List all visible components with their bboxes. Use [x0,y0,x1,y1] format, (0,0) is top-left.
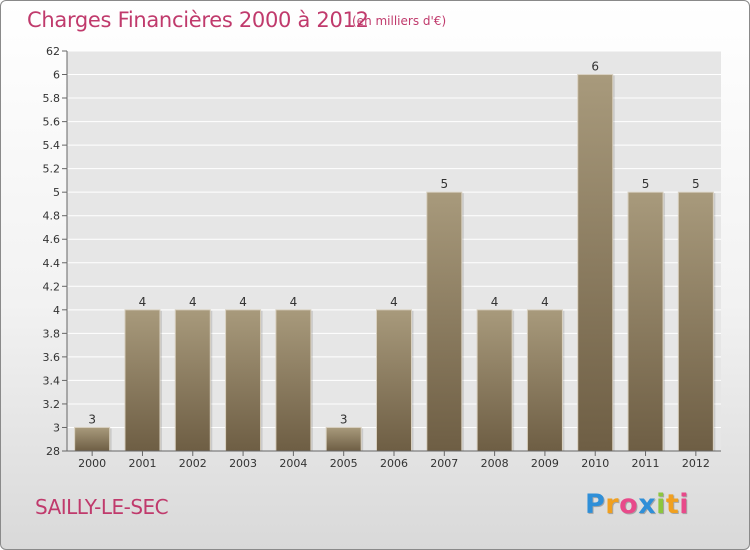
bar-value-label: 4 [139,295,147,309]
proxiti-logo: Proxiti [585,489,689,520]
y-tick-label: 5.2 [43,163,61,176]
bar-value-label: 4 [491,295,499,309]
y-tick-label: 5.6 [43,116,61,129]
logo-letter: o [619,489,639,520]
y-tick-label: 28 [46,445,60,458]
bar [526,309,563,452]
logo-letter: P [585,489,606,520]
bar [376,309,412,452]
x-tick-label: 2002 [179,457,207,470]
x-tick-label: 2007 [430,457,458,470]
bar-value-label: 3 [88,412,96,426]
x-tick-label: 2000 [78,457,106,470]
x-tick-label: 2009 [531,457,559,470]
y-tick-label: 4.2 [43,280,61,293]
bar-value-label: 4 [189,295,197,309]
x-tick-label: 2003 [229,457,257,470]
y-tick-label: 4.8 [43,210,61,223]
x-tick-label: 2005 [330,457,358,470]
x-tick-label: 2010 [581,457,609,470]
bar [426,191,463,452]
bar-value-label: 3 [340,412,348,426]
bar-value-label: 4 [290,295,298,309]
bar [325,426,362,452]
y-tick-label: 3.4 [43,374,61,387]
bar [476,309,513,452]
chart-title: Charges Financières 2000 à 2012 [27,8,369,32]
logo-letter: t [665,489,680,520]
bar-value-label: 5 [440,177,448,191]
bar-value-label: 5 [642,177,650,191]
bar [174,309,211,452]
bar [74,426,111,452]
x-tick-label: 2008 [481,457,509,470]
y-tick-label: 4.6 [43,233,61,246]
logo-letter: x [638,489,657,520]
y-tick-label: 3.6 [43,351,61,364]
y-tick-label: 3.2 [43,398,61,411]
bar [275,309,312,452]
logo-letter: i [679,489,690,520]
y-tick-label: 3 [53,421,60,434]
bar-value-label: 4 [390,295,398,309]
bar [677,191,714,452]
x-tick-label: 2001 [128,457,156,470]
bar-value-label: 4 [239,295,247,309]
bar [124,309,161,452]
x-tick-label: 2011 [632,457,660,470]
y-tick-label: 3.8 [43,327,61,340]
chart-subtitle: (en milliers d'€) [352,14,447,28]
logo-letter: i [656,489,666,520]
x-tick-label: 2004 [279,457,307,470]
x-tick-label: 2012 [682,457,710,470]
bar [577,74,614,452]
y-tick-label: 5.8 [43,92,61,105]
bar [627,191,664,452]
y-tick-label: 6 [53,69,60,82]
bar-value-label: 5 [692,177,700,191]
commune-name: SAILLY-LE-SEC [35,495,169,519]
logo-letter: r [605,489,620,520]
y-tick-label: 5 [53,186,60,199]
bar-value-label: 4 [541,295,549,309]
y-tick-label: 4.4 [43,257,61,270]
y-tick-label: 62 [46,45,60,58]
bar [225,309,262,452]
bar-value-label: 6 [591,60,599,74]
x-tick-label: 2006 [380,457,408,470]
y-tick-label: 5.4 [43,139,61,152]
y-tick-label: 4 [53,304,60,317]
